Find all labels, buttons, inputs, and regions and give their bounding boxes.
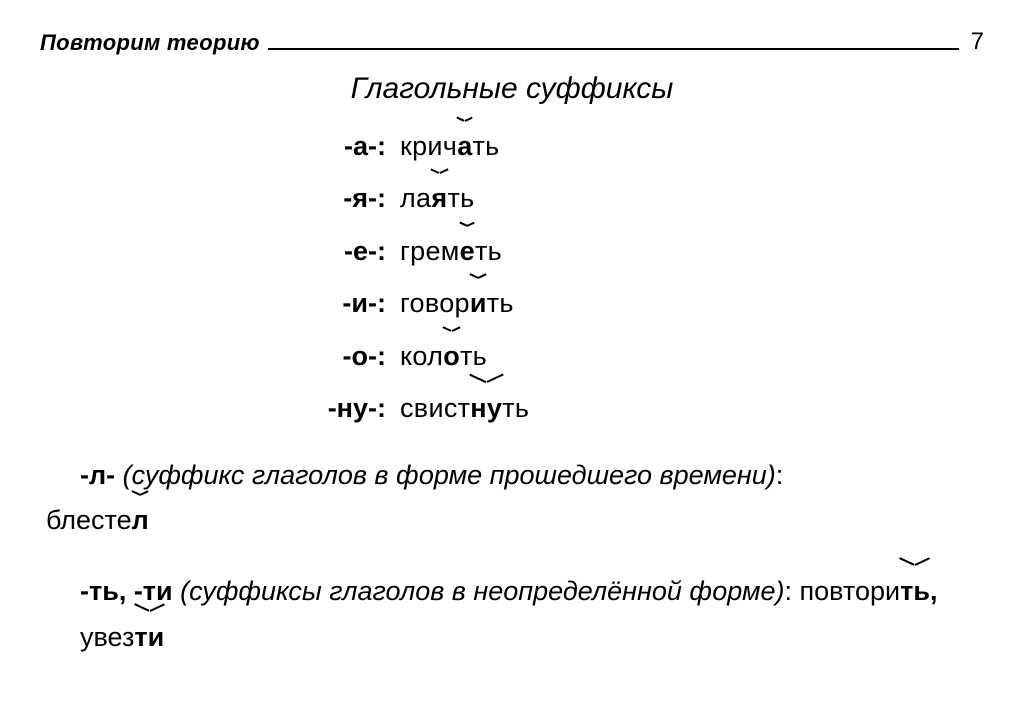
suffix-key: -л- [80,460,123,490]
suffix-key: -а-: [40,128,400,164]
suffix-example: говорить [400,285,984,321]
colon: : [785,576,800,606]
suffix-key: -е-: [40,233,400,269]
suffix-key: -ну-: [40,390,400,426]
word-suffix: ть [487,288,514,318]
word-prefix: свист [400,393,470,423]
suffix-description: (суффикс глаголов в форме прошедшего вре… [123,460,776,490]
morpheme-marked: я [431,185,447,212]
suffix-example: кричать [400,128,984,164]
page: Повторим теорию 7 Глагольные суффиксы -а… [0,0,1024,714]
word-suffix: ть [475,236,502,266]
header-rule-line [268,34,959,50]
suffix-key: -ть, -ти [80,576,180,606]
past-tense-example: блестел [46,498,978,543]
suffix-description: (суффиксы глаголов в неопределённой форм… [180,576,784,606]
suffix-key: -я-: [40,180,400,216]
suffix-key: -и-: [40,285,400,321]
section-title: Глагольные суффиксы [40,72,984,106]
word-prefix: крич [400,131,457,161]
comma: , [930,576,938,606]
infinitive-block: -ть, -ти (суффиксы глаголов в неопределё… [40,569,984,660]
suffix-key: -о-: [40,338,400,374]
page-number: 7 [959,28,984,56]
morpheme-marked: и [470,290,487,317]
word-suffix: ть [473,131,500,161]
morpheme-marked: е [460,238,475,265]
morpheme-marked: л [132,507,149,534]
suffix-table: -а-: кричать -я-: лаять -е-: греметь -и-… [40,128,984,427]
infinitive-line: -ть, -ти (суффиксы глаголов в неопределё… [80,569,978,660]
morpheme-marked: о [443,343,460,370]
page-header: Повторим теорию 7 [40,28,984,56]
word-prefix: повтори [800,576,901,606]
morpheme-marked: ну [470,395,502,422]
morpheme-marked: а [457,133,472,160]
word-prefix: говор [400,288,470,318]
past-tense-block: -л- (суффикс глаголов в форме прошедшего… [40,453,984,544]
word-suffix: ть [502,393,529,423]
word-suffix: ть [460,341,487,371]
suffix-example: свистнуть [400,390,984,426]
word-prefix: увез [80,622,134,652]
suffix-example: лаять [400,180,984,216]
word-prefix: ла [400,183,431,213]
morpheme-marked: ть [900,578,930,605]
word-suffix: ть [447,183,474,213]
morpheme-marked: ти [134,624,164,651]
past-tense-line: -л- (суффикс глаголов в форме прошедшего… [80,453,978,498]
word-prefix: блесте [46,505,132,535]
word-prefix: кол [400,341,443,371]
colon: : [776,460,784,490]
word-prefix: грем [400,236,460,266]
suffix-example: греметь [400,233,984,269]
header-label: Повторим теорию [40,30,268,56]
suffix-example: колоть [400,338,984,374]
